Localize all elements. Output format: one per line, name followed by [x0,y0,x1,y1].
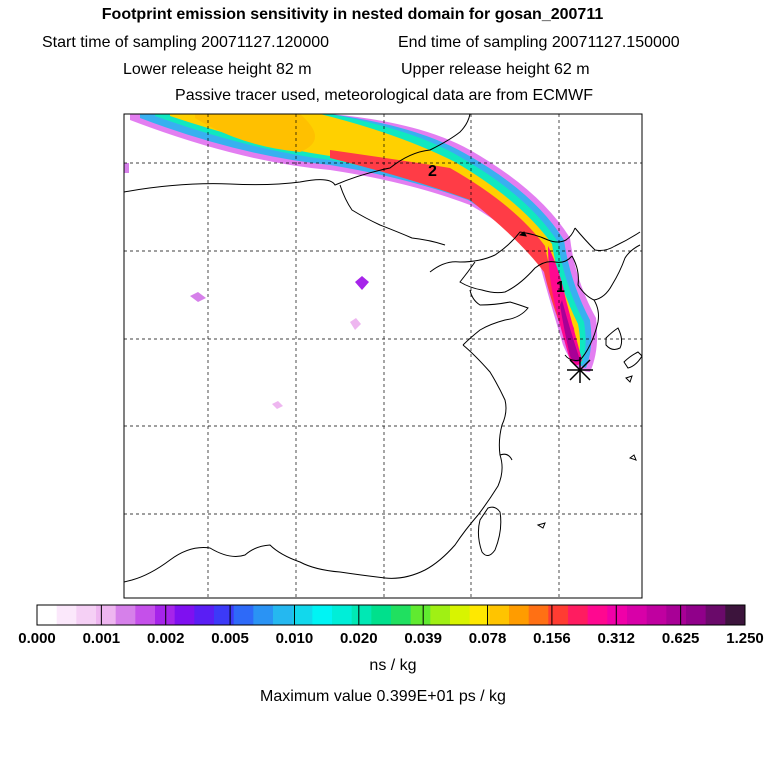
colorbar-tick-label: 1.250 [726,630,764,647]
trajectory-marker-2: 2 [428,163,437,180]
graticule [124,114,642,598]
start-time-label: Start time of sampling 20071127.120000 [42,34,330,51]
colorbar-tick-label: 0.078 [468,630,507,647]
colorbar-tick-label: 0.001 [82,630,121,647]
footprint-map: 2 1 [123,113,643,599]
maximum-value-label: Maximum value 0.399E+01 ps / kg [260,688,506,705]
plume [124,114,598,409]
end-time-label: End time of sampling 20071127.150000 [398,34,680,51]
colorbar-tick-label: 0.002 [146,630,185,647]
lower-release-label: Lower release height 82 m [123,61,312,78]
colorbar-tick-label: 0.039 [404,630,442,647]
colorbar-tick-label: 0.156 [533,630,571,647]
colorbar-tick-label: 0.312 [597,630,636,647]
trajectory-marker-1: 1 [556,279,565,296]
colorbar-tick-label: 0.625 [661,630,700,647]
plot-title: Footprint emission sensitivity in nested… [101,6,604,23]
tracer-label: Passive tracer used, meteorological data… [175,87,593,104]
colorbar-tick-label: 0.010 [275,630,314,647]
coastlines [124,114,642,583]
upper-release-label: Upper release height 62 m [401,61,590,78]
colorbar-tick-label: 0.020 [340,630,378,647]
release-site-star-icon [567,357,593,383]
colorbar-units: ns / kg [369,657,417,674]
colorbar-tick-label: 0.000 [18,630,56,647]
colorbar-tick-label: 0.005 [211,630,249,647]
map-frame [123,113,643,599]
